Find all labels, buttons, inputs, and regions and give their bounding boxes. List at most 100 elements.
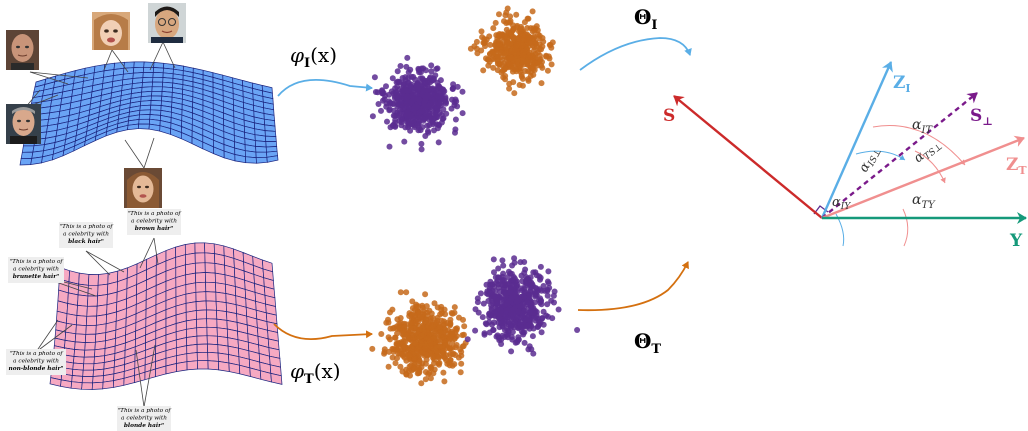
embedding-point [490, 256, 497, 263]
embedding-point [418, 332, 425, 339]
angle-label-it: αIT [912, 117, 933, 136]
embedding-point [435, 139, 442, 146]
embedding-point [408, 74, 415, 80]
man-with-glasses-face-icon [148, 3, 186, 43]
embedding-point [431, 360, 437, 367]
caption-line1: "This is a photo of [117, 408, 171, 414]
embedding-point [427, 375, 434, 382]
embedding-point [531, 35, 537, 42]
embedding-point [497, 307, 504, 314]
embedding-point [424, 122, 431, 129]
embedding-point [437, 93, 444, 100]
manifold-cell [186, 360, 198, 371]
embedding-point [490, 25, 497, 32]
manifold-cell [142, 72, 154, 78]
embedding-point [478, 47, 485, 54]
manifold-cell [197, 360, 209, 370]
embedding-point [500, 270, 507, 277]
angle-it-sub: IT [920, 125, 933, 136]
manifold-cell [245, 156, 257, 164]
manifold-cell [254, 140, 267, 148]
embedding-point [406, 363, 413, 370]
manifold-cell [194, 262, 206, 274]
manifold-cell [151, 81, 164, 88]
embedding-point [509, 329, 516, 335]
embedding-point [519, 41, 525, 47]
caption-line2: a celebrity with [121, 416, 167, 422]
embedding-point [385, 319, 392, 326]
embedding-point [499, 62, 506, 69]
embedding-point [422, 133, 429, 139]
label-z-t-sub: T [1018, 164, 1027, 177]
embedding-point [508, 270, 515, 277]
embedding-point [544, 292, 551, 299]
embedding-point [574, 327, 581, 333]
manifold-cell [194, 242, 206, 254]
embedding-point [445, 327, 451, 334]
manifold-cell [127, 123, 140, 131]
embedding-point [390, 112, 397, 119]
label-y-base: Y [1009, 231, 1023, 251]
embedding-point [433, 114, 440, 120]
embedding-point [511, 259, 518, 266]
manifold-cell [152, 76, 164, 83]
embedding-point [447, 351, 454, 358]
embedding-point [457, 369, 464, 376]
embedding-point [396, 107, 403, 114]
embedding-point [390, 325, 396, 332]
angle-ty-sub: TY [921, 200, 936, 211]
manifold-cell [196, 351, 209, 362]
embedding-point [518, 302, 525, 309]
embedding-point [406, 313, 413, 319]
manifold-cell [92, 375, 104, 384]
manifold-cell [186, 344, 198, 355]
embedding-point [369, 113, 376, 120]
embedding-point [512, 46, 518, 53]
embedding-point [384, 118, 390, 125]
manifold-cell [84, 333, 97, 343]
caption-line2: a celebrity with [63, 232, 109, 238]
embedding-point [526, 291, 533, 298]
caption-line2: a celebrity with [13, 267, 59, 273]
embedding-point [498, 341, 505, 347]
embedding-point [369, 345, 376, 352]
embedding-point [426, 338, 433, 344]
embedding-point [427, 79, 434, 86]
embedding-point [521, 290, 528, 296]
embedding-point [439, 330, 446, 337]
text-encoder-arrow [273, 323, 373, 341]
embedding-point [423, 356, 430, 363]
embedding-point [459, 88, 466, 95]
angle-iy-sub: IY [840, 202, 852, 212]
embedding-point [415, 318, 422, 325]
manifold-cell [151, 90, 163, 97]
embedding-point [483, 281, 490, 288]
label-z-t: ZT [1006, 155, 1027, 177]
embedding-point [393, 79, 400, 86]
embedding-point [467, 45, 474, 52]
embedding-point [416, 358, 423, 365]
embedding-point [411, 105, 418, 111]
manifold-cell [76, 315, 88, 327]
embedding-point [510, 66, 516, 72]
embedding-point [383, 100, 390, 107]
manifold-cell [216, 309, 228, 321]
embedding-point [397, 319, 404, 326]
embedding-point [452, 116, 459, 123]
manifold-cell [82, 369, 94, 377]
embedding-point [499, 282, 506, 289]
embedding-point [506, 80, 513, 87]
embedding-point [435, 353, 442, 360]
label-z-i: ZI [893, 73, 911, 95]
embedding-point [419, 124, 426, 131]
angle-arc-is [855, 150, 906, 161]
embedding-point [525, 346, 532, 353]
embedding-point [545, 268, 552, 275]
embedding-point [425, 113, 432, 120]
embedding-point [430, 370, 437, 377]
caption-line1: "This is a photo of [9, 259, 63, 265]
manifold-cell [215, 282, 227, 294]
embedding-point [407, 327, 414, 334]
image-embedding-cluster-purple [369, 54, 466, 153]
embedding-point [452, 352, 459, 358]
